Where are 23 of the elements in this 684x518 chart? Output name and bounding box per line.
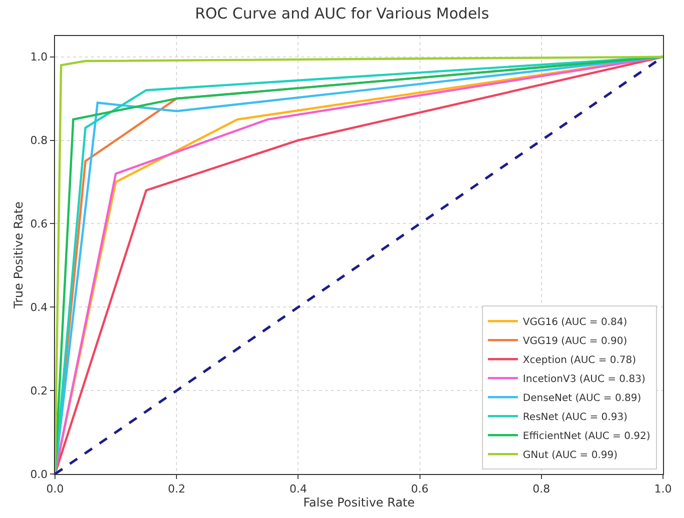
- x-axis-title: False Positive Rate: [303, 495, 415, 510]
- legend-label: GNut (AUC = 0.99): [522, 450, 618, 462]
- y-tick-label: 0.2: [30, 384, 48, 398]
- legend-label: IncetionV3 (AUC = 0.83): [522, 374, 646, 386]
- chart-title: ROC Curve and AUC for Various Models: [194, 4, 490, 22]
- legend-label: VGG19 (AUC = 0.90): [522, 336, 628, 348]
- y-tick-label: 0.4: [30, 300, 48, 314]
- x-tick-label: 0.2: [168, 482, 186, 496]
- x-tick-label: 1.0: [654, 482, 672, 496]
- legend-label: DenseNet (AUC = 0.89): [522, 393, 642, 404]
- legend-label: Xception (AUC = 0.78): [522, 355, 636, 366]
- y-tick-label: 1.0: [30, 50, 48, 64]
- x-tick-label: 0.0: [46, 482, 64, 496]
- legend-label: VGG16 (AUC = 0.84): [522, 317, 628, 328]
- legend-label: EfficientNet (AUC = 0.92): [522, 431, 650, 442]
- y-tick-label: 0.0: [30, 468, 48, 481]
- legend-label: ResNet (AUC = 0.93): [522, 412, 628, 424]
- y-tick-label: 0.8: [30, 134, 48, 148]
- y-tick-label: 0.6: [30, 218, 48, 231]
- x-tick-label: 0.6: [411, 482, 429, 496]
- y-axis-title: True Positive Rate: [12, 202, 26, 310]
- x-tick-label: 0.8: [532, 482, 550, 496]
- x-tick-label: 0.4: [289, 482, 307, 496]
